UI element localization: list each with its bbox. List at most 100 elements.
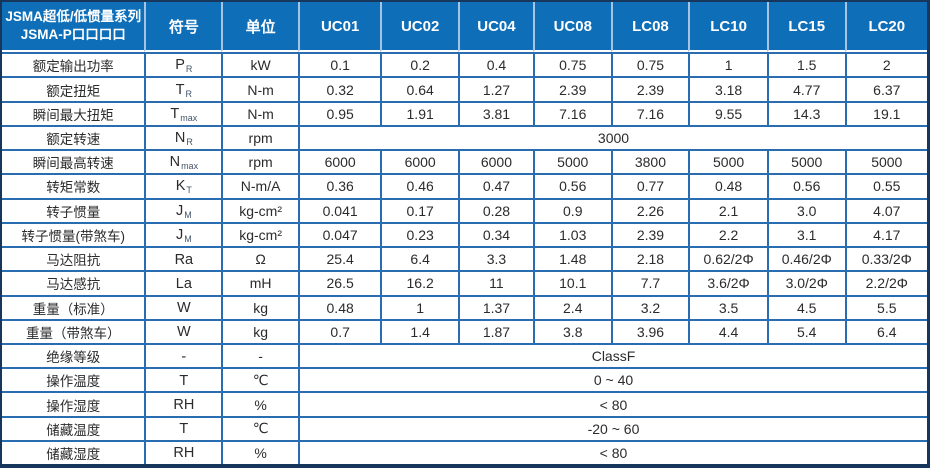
value-cell: 6000: [457, 151, 533, 176]
unit-cell: kg: [221, 296, 298, 321]
spec-label: 操作湿度: [2, 393, 145, 418]
value-cell: 2.26: [610, 199, 689, 224]
value-cell: 0.33/2Φ: [844, 248, 927, 273]
symbol-subscript: T: [186, 185, 192, 196]
merged-value-cell: < 80: [297, 441, 927, 464]
value-cell: 3.81: [457, 102, 533, 127]
value-cell: 6.4: [380, 248, 458, 273]
value-cell: 2.39: [610, 223, 689, 249]
value-cell: 0.48: [688, 175, 767, 200]
spec-label: 转矩常数: [2, 175, 145, 200]
table-title: JSMA超低/低惯量系列 JSMA-P口口口口: [2, 2, 145, 52]
unit-cell: -: [221, 345, 298, 370]
symbol-cell: NR: [144, 126, 222, 152]
unit-cell: rpm: [221, 151, 298, 176]
table-row: 额定扭矩 TR N-m 0.32 0.64 1.27 2.39 2.39 3.18 4.77 6.3…: [2, 78, 927, 103]
table-row: 操作温度 T ℃ 0 ~ 40: [2, 369, 927, 394]
value-cell: 7.7: [610, 272, 689, 297]
value-cell: 11: [457, 272, 533, 297]
value-cell: 19.1: [844, 102, 927, 127]
unit-cell: kg-cm²: [221, 199, 298, 224]
value-cell: 0.95: [297, 102, 381, 127]
value-cell: 0.1: [297, 52, 381, 79]
value-cell: 1: [688, 52, 767, 79]
symbol-main: N: [169, 154, 181, 171]
symbol-main: RH: [173, 397, 195, 414]
table-row: 转子惯量(带煞车) JM kg-cm² 0.047 0.23 0.34 1.03 2.39 2.…: [2, 223, 927, 249]
value-cell: 0.75: [532, 52, 611, 79]
symbol-main: T: [179, 421, 189, 438]
symbol-cell: KT: [144, 175, 222, 200]
value-cell: 5000: [532, 151, 611, 176]
spec-label: 绝缘等级: [2, 345, 145, 370]
value-cell: 6000: [380, 151, 458, 176]
series-title-line2: JSMA-P口口口口: [20, 27, 126, 42]
value-cell: 14.3: [766, 102, 845, 127]
symbol-cell: JM: [144, 223, 222, 249]
symbol-subscript: R: [185, 88, 193, 99]
symbol-main: Ra: [174, 251, 194, 268]
merged-value-cell: -20 ~ 60: [297, 417, 927, 442]
value-cell: 2.18: [610, 248, 689, 273]
value-cell: 1.5: [766, 52, 845, 79]
value-cell: 1.4: [380, 320, 458, 346]
table-header-row: JSMA超低/低惯量系列 JSMA-P口口口口 符号 单位 UC01 UC02 UC…: [2, 2, 927, 52]
symbol-main: K: [175, 178, 186, 195]
value-cell: 1.27: [457, 78, 533, 103]
value-cell: 5.5: [844, 296, 927, 321]
spec-label: 重量（带煞车）: [2, 320, 145, 346]
unit-cell: N-m/A: [221, 175, 298, 200]
unit-cell: Ω: [221, 248, 298, 273]
value-cell: 2.1: [688, 199, 767, 224]
value-cell: 0.047: [297, 223, 381, 249]
value-cell: 4.5: [766, 296, 845, 321]
symbol-main: N: [174, 130, 186, 147]
unit-cell: %: [221, 393, 298, 418]
value-cell: 2.39: [532, 78, 611, 103]
value-cell: 0.36: [297, 175, 381, 200]
model-header-uc08: UC08: [532, 2, 611, 52]
value-cell: 1.37: [457, 296, 533, 321]
symbol-column-header: 符号: [144, 2, 222, 52]
model-header-lc10: LC10: [688, 2, 767, 52]
value-cell: 3.96: [610, 320, 689, 346]
value-cell: 0.48: [297, 296, 381, 321]
value-cell: 0.34: [457, 223, 533, 249]
value-cell: 0.56: [766, 175, 845, 200]
spec-label: 瞬间最大扭矩: [2, 102, 145, 127]
value-cell: 2.2: [688, 223, 767, 249]
value-cell: 3.6/2Φ: [688, 272, 767, 297]
unit-cell: mH: [221, 272, 298, 297]
table-row: 转矩常数 KT N-m/A 0.36 0.46 0.47 0.56 0.77 0.48 0.56 0…: [2, 175, 927, 200]
symbol-subscript: max: [181, 161, 199, 172]
symbol-cell: Nmax: [144, 151, 222, 176]
spec-label: 重量（标准）: [2, 296, 145, 321]
value-cell: 3.8: [532, 320, 611, 346]
value-cell: 0.46: [380, 175, 458, 200]
unit-cell: kW: [221, 52, 298, 79]
value-cell: 3.5: [688, 296, 767, 321]
value-cell: 3.3: [457, 248, 533, 273]
value-cell: 16.2: [380, 272, 458, 297]
spec-label: 马达感抗: [2, 272, 145, 297]
value-cell: 0.56: [532, 175, 611, 200]
symbol-main: P: [175, 57, 185, 74]
value-cell: 7.16: [610, 102, 689, 127]
symbol-main: T: [179, 372, 189, 389]
value-cell: 0.62/2Φ: [688, 248, 767, 273]
table-row: 额定转速 NR rpm 3000: [2, 126, 927, 152]
value-cell: 0.47: [457, 175, 533, 200]
unit-cell: ℃: [221, 369, 298, 394]
value-cell: 0.28: [457, 199, 533, 224]
symbol-subscript: max: [180, 112, 198, 123]
symbol-main: RH: [173, 445, 195, 462]
value-cell: 25.4: [297, 248, 381, 273]
value-cell: 5000: [688, 151, 767, 176]
value-cell: 3.0: [766, 199, 845, 224]
value-cell: 2.4: [532, 296, 611, 321]
value-cell: 1.91: [380, 102, 458, 127]
